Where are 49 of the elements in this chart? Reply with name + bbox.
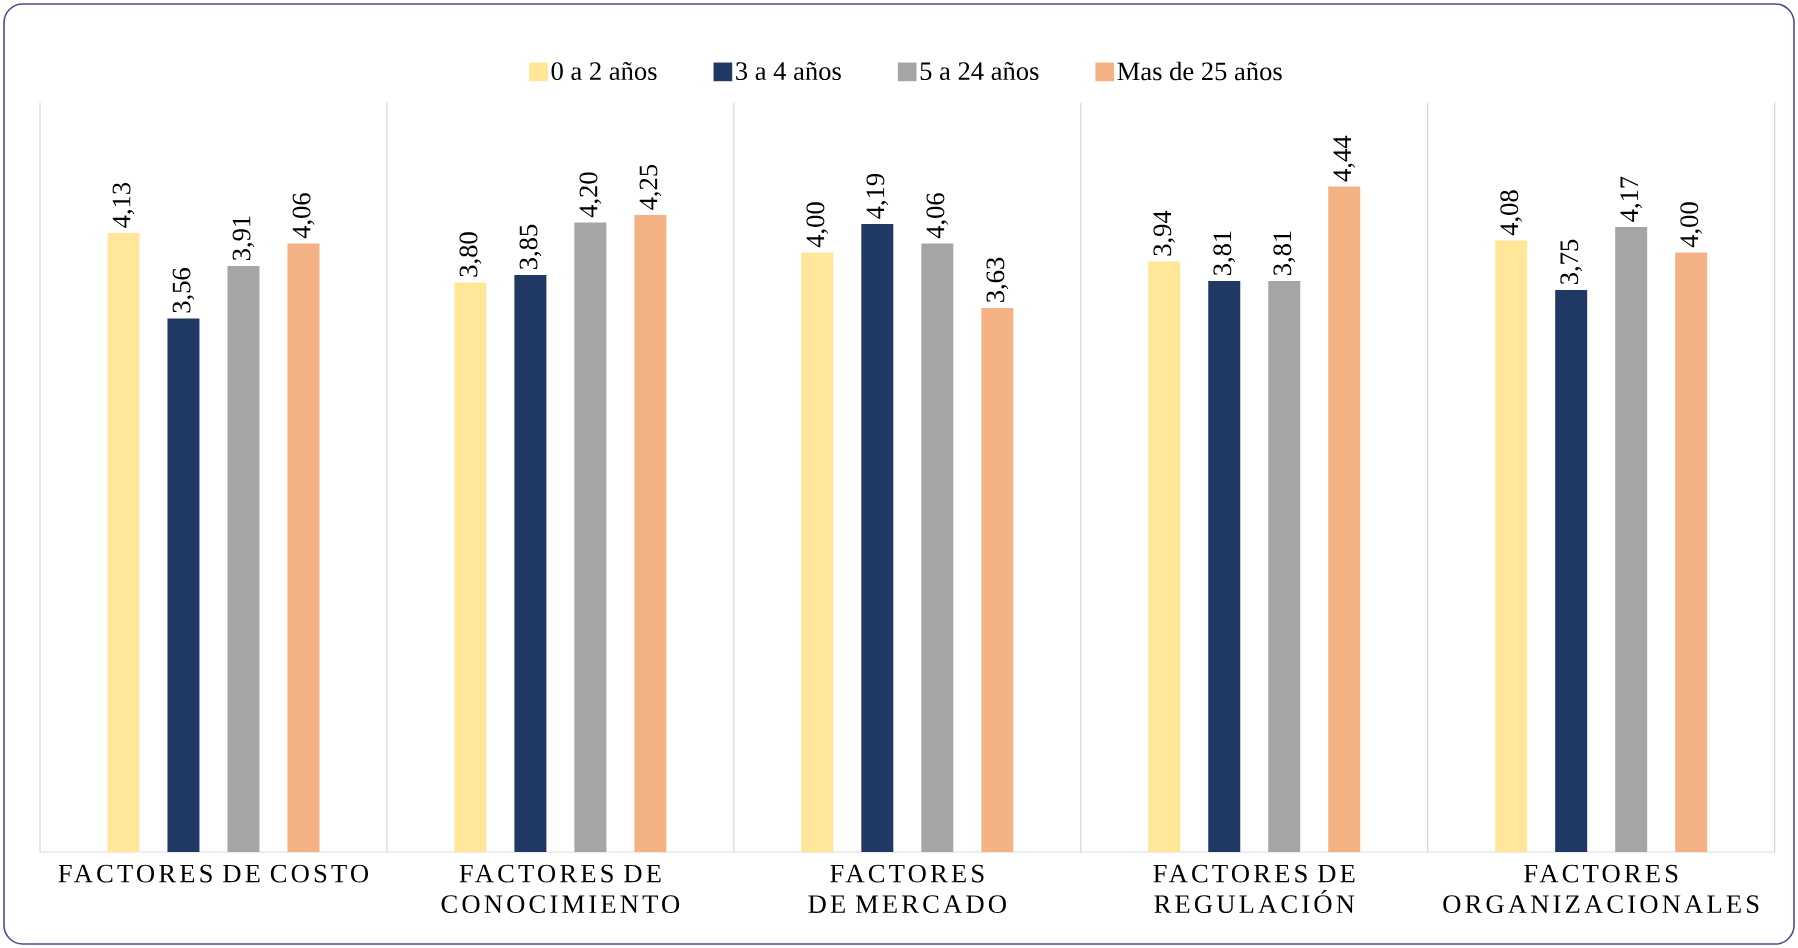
data-label: 4,06: [292, 193, 315, 239]
bar: [1675, 252, 1708, 852]
bar: [1268, 281, 1301, 852]
data-label: 3,75: [1560, 239, 1583, 285]
data-label: 4,25: [639, 164, 662, 210]
bar: [1615, 227, 1648, 852]
data-label: 4,20: [579, 172, 602, 218]
data-label: 4,06: [926, 193, 949, 239]
bar: [921, 243, 954, 852]
bar: [981, 307, 1014, 852]
x-tick-label: FACTORES DE REGULACIÓN: [1153, 864, 1355, 914]
bar: [1555, 289, 1588, 852]
data-label: 4,44: [1333, 135, 1356, 182]
legend-label: Mas de 25 años: [1117, 61, 1282, 81]
x-tick-label: FACTORES DE MERCADO: [808, 864, 1006, 914]
bar: [454, 282, 487, 852]
data-label: 4,17: [1620, 176, 1642, 222]
legend-label: 5 a 24 años: [920, 61, 1039, 81]
bar: [167, 318, 200, 852]
data-label: 3,56: [172, 268, 195, 313]
bar: [801, 252, 834, 852]
data-label: 3,94: [1153, 210, 1176, 256]
data-label: 3,81: [1213, 231, 1236, 276]
x-tick-label: FACTORES DE COSTO: [58, 864, 369, 883]
legend-label: 3 a 4 años: [736, 61, 841, 81]
bar: [287, 243, 320, 852]
bar: [861, 224, 894, 852]
data-label: 3,91: [232, 216, 255, 261]
data-label: 4,00: [806, 202, 829, 248]
data-label: 3,63: [986, 257, 1009, 303]
x-tick-label: FACTORES DE CONOCIMIENTO: [441, 864, 680, 914]
data-label: 4,19: [866, 173, 889, 219]
bar: [107, 233, 140, 852]
bar: [514, 275, 547, 852]
x-tick-label: FACTORES ORGANIZACIONALES: [1443, 864, 1759, 914]
data-label: 3,80: [459, 232, 482, 277]
bar: [1148, 261, 1181, 852]
bar: [574, 222, 607, 852]
bar: [1328, 186, 1361, 852]
bar: [227, 266, 260, 852]
data-label: 4,00: [1680, 202, 1703, 248]
bar: [1495, 240, 1528, 852]
data-label: 3,85: [519, 224, 542, 270]
data-label: 4,08: [1500, 190, 1523, 236]
bar: [634, 215, 667, 852]
data-label: 3,81: [1273, 231, 1296, 276]
data-label: 4,13: [112, 182, 135, 228]
bar: [1208, 281, 1241, 852]
legend-label: 0 a 2 años: [551, 61, 657, 81]
